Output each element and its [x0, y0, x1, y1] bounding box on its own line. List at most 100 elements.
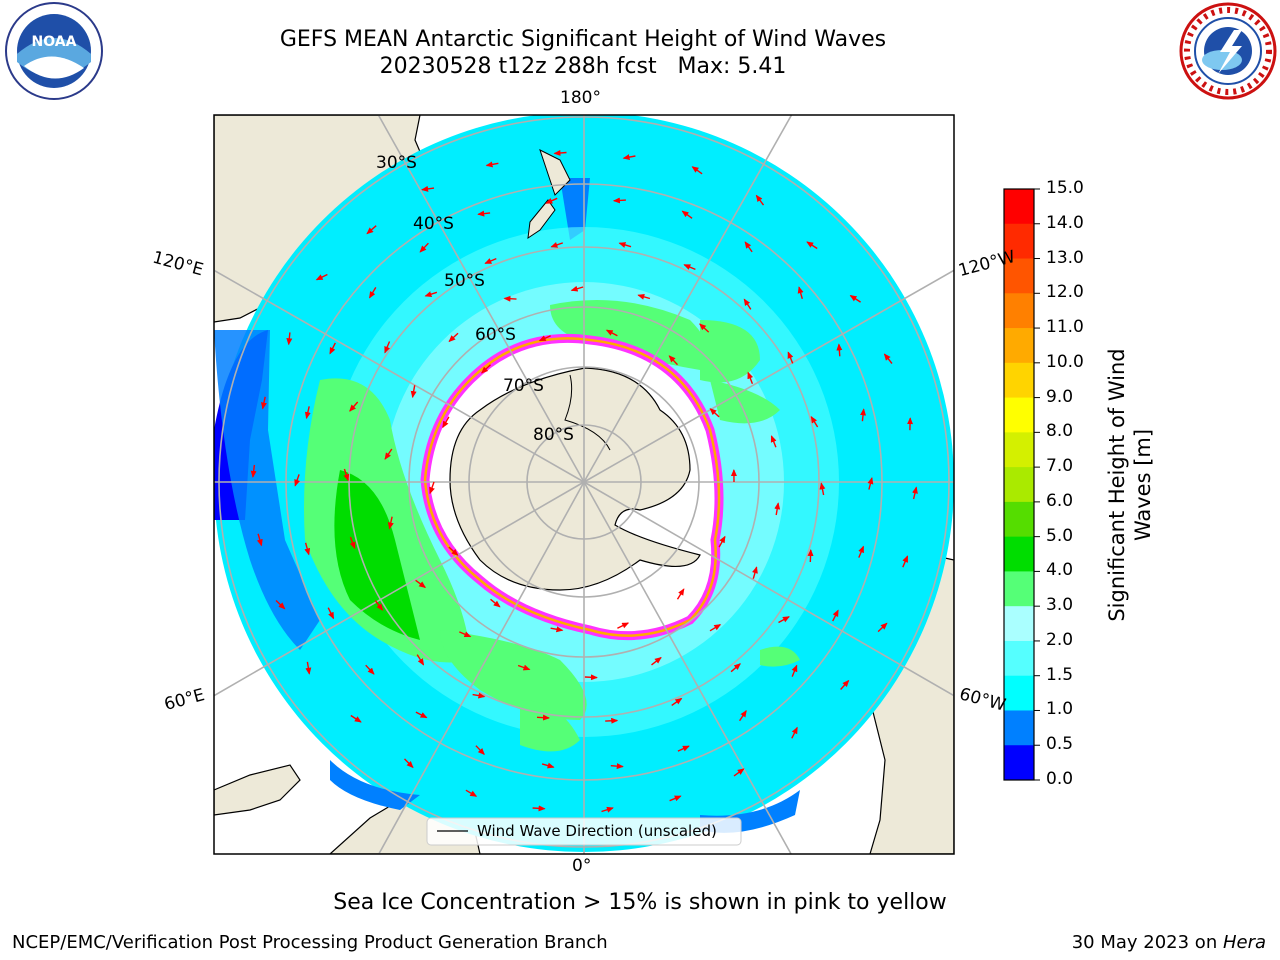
wind-wave-arrow — [730, 663, 741, 673]
colorbar-tick-label: 8.0 — [1046, 421, 1074, 442]
wind-wave-arrow — [787, 351, 794, 364]
wind-wave-arrow — [622, 154, 636, 161]
wind-wave-arrow — [810, 415, 819, 428]
wind-wave-arrow — [315, 273, 328, 281]
wind-wave-arrow — [676, 588, 685, 600]
wind-wave-arrow — [532, 805, 546, 812]
colorbar-tick-label: 6.0 — [1046, 490, 1074, 511]
colorbar-bin — [1004, 432, 1034, 468]
wind-wave-arrow — [733, 768, 745, 777]
lat-label-40s: 40°S — [413, 214, 454, 234]
africa-land — [214, 764, 301, 816]
wind-wave-arrow — [419, 242, 429, 253]
lon-label-top: 180° — [560, 88, 601, 108]
wind-wave-arrow — [472, 692, 486, 699]
wind-wave-arrow — [605, 717, 619, 724]
wind-wave-arrow — [902, 555, 909, 568]
wind-wave-arrow — [503, 295, 517, 302]
colorbar-tick-label: 1.5 — [1046, 664, 1074, 685]
wind-wave-arrow — [442, 416, 450, 429]
lat-label-70s: 70°S — [503, 376, 544, 396]
footer-date: 30 May 2023 on Hera — [1072, 932, 1266, 953]
wind-wave-arrow — [304, 542, 311, 556]
meridian-lines — [214, 115, 954, 854]
wind-wave-arrow — [744, 241, 753, 253]
colorbar-bin — [1004, 536, 1034, 572]
wind-wave-arrow — [484, 257, 497, 264]
wind-wave-arrow — [601, 806, 614, 813]
wind-wave-arrow — [275, 599, 286, 610]
wind-wave-arrow — [699, 323, 710, 333]
wind-wave-arrow — [605, 329, 618, 337]
colorbar-tick-label: 4.0 — [1046, 560, 1074, 581]
wind-wave-arrow — [718, 535, 726, 548]
lon-label-bottom: 0° — [572, 856, 592, 876]
wind-wave-arrow — [421, 185, 435, 192]
wind-wave-arrow — [475, 745, 485, 756]
colorbar-bin — [1004, 640, 1034, 677]
colorbar-tick-label: 0.0 — [1046, 769, 1074, 789]
wind-wave-arrow — [612, 197, 626, 204]
colorbar — [1003, 188, 1040, 781]
wind-wave-arrow — [538, 335, 551, 342]
wind-wave-arrow — [849, 295, 861, 303]
colorbar-tick-label: 13.0 — [1046, 247, 1084, 268]
colorbar-bin — [1004, 397, 1034, 433]
wind-wave-arrow — [550, 626, 564, 633]
wind-wave-arrow — [294, 474, 300, 487]
wind-wave-arrow — [250, 464, 257, 478]
wind-wave-arrow — [404, 758, 414, 769]
wind-wave-arrow — [791, 726, 798, 739]
wind-wave-arrow — [858, 545, 865, 558]
lat-label-80s: 80°S — [533, 425, 574, 445]
colorbar-tick-label: 9.0 — [1046, 386, 1074, 407]
wind-wave-arrow — [365, 664, 375, 675]
noaa-logo: NOAA — [5, 2, 103, 100]
wind-wave-arrow — [366, 225, 377, 235]
colorbar-bin — [1004, 571, 1034, 607]
wind-wave-arrow — [448, 546, 459, 556]
wind-wave-arrow — [681, 210, 693, 219]
wind-wave-arrow — [840, 679, 850, 690]
new-zealand-land — [539, 149, 571, 196]
wind-wave-arrow — [668, 355, 679, 366]
wind-wave-arrow — [256, 533, 263, 547]
wind-wave-arrow — [570, 285, 584, 292]
wind-wave-arrow — [836, 343, 843, 357]
wind-wave-arrow — [374, 600, 384, 611]
lat-label-60s: 60°S — [475, 325, 516, 345]
colorbar-bin — [1004, 675, 1034, 711]
lat-label-50s: 50°S — [444, 271, 485, 291]
colorbar-label-line2: Waves [m] — [1131, 428, 1155, 542]
wind-wave-arrow — [774, 502, 781, 516]
colorbar-bin — [1004, 362, 1034, 399]
wind-wave-arrow — [329, 342, 336, 355]
map-legend — [426, 817, 742, 846]
wind-wave-arrow — [671, 697, 683, 706]
wind-wave-arrow — [755, 194, 765, 206]
wind-wave-arrow — [541, 762, 555, 769]
wind-wave-arrow — [860, 408, 867, 422]
wind-wave-arrow — [387, 516, 394, 530]
wind-wave-arrow — [617, 622, 630, 629]
wind-wave-arrow — [691, 166, 703, 175]
wind-wave-arrow — [791, 664, 798, 677]
footer-machine: Hera — [1222, 932, 1266, 953]
wind-wave-arrow — [286, 332, 293, 346]
wind-wave-arrow — [369, 287, 377, 299]
wind-wave-arrow — [709, 408, 720, 418]
wind-wave-arrow — [832, 609, 839, 622]
wind-wave-arrow — [867, 477, 874, 490]
wind-wave-arrow — [465, 789, 478, 797]
colorbar-tick-label: 1.0 — [1046, 699, 1074, 720]
wind-wave-arrow — [384, 448, 393, 460]
wind-wave-arrow — [912, 486, 918, 500]
colorbar-bin — [1004, 710, 1034, 746]
lat-label-30s: 30°S — [376, 153, 417, 173]
wind-wave-arrow — [819, 482, 826, 496]
wind-wave-arrow — [350, 714, 362, 723]
wind-wave-arrow — [424, 291, 438, 298]
wind-wave-arrow — [327, 607, 335, 620]
wind-wave-arrow — [304, 406, 311, 420]
